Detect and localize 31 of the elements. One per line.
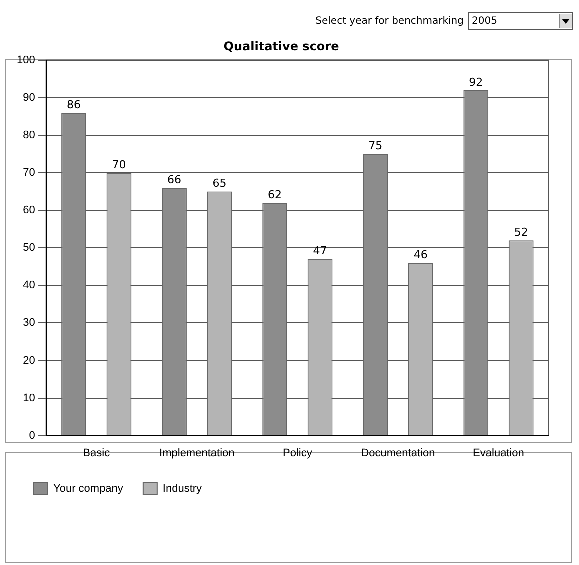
text: Select year for benchmarking <box>316 16 464 26</box>
data-label: 86 <box>67 98 81 112</box>
y-tick-label: 70 <box>23 167 36 180</box>
y-tick-label: 20 <box>23 354 36 367</box>
data-label: 75 <box>368 140 383 153</box>
y-tick-label: 100 <box>16 54 36 66</box>
data-label: 47 <box>313 244 328 258</box>
data-label: 62 <box>268 188 282 202</box>
chart-title: Qualitative score <box>224 39 340 54</box>
y-tick-label: 0 <box>29 430 36 442</box>
data-label: 70 <box>112 158 126 172</box>
y-tick-label: 90 <box>23 92 36 104</box>
y-tick-label: 40 <box>23 280 36 292</box>
data-label: 52 <box>514 226 528 239</box>
y-tick-label: 10 <box>23 392 36 404</box>
legend-label: Your company <box>54 483 124 496</box>
data-label: 92 <box>469 76 484 89</box>
x-tick-label: Basic <box>83 447 111 460</box>
x-tick-label: Evaluation <box>473 447 524 460</box>
x-tick-label: Implementation <box>160 447 235 460</box>
data-label: 65 <box>212 177 227 190</box>
text: 2005 <box>472 16 498 26</box>
data-label: 46 <box>414 248 428 262</box>
x-tick-label: Policy <box>283 447 313 460</box>
y-tick-label: 30 <box>23 317 36 330</box>
y-tick-label: 60 <box>23 204 36 217</box>
y-tick-label: 50 <box>23 242 36 254</box>
x-tick-label: Documentation <box>361 447 436 460</box>
y-tick-label: 80 <box>23 130 36 142</box>
data-label: 66 <box>168 173 182 186</box>
legend-label: Industry <box>162 483 203 496</box>
